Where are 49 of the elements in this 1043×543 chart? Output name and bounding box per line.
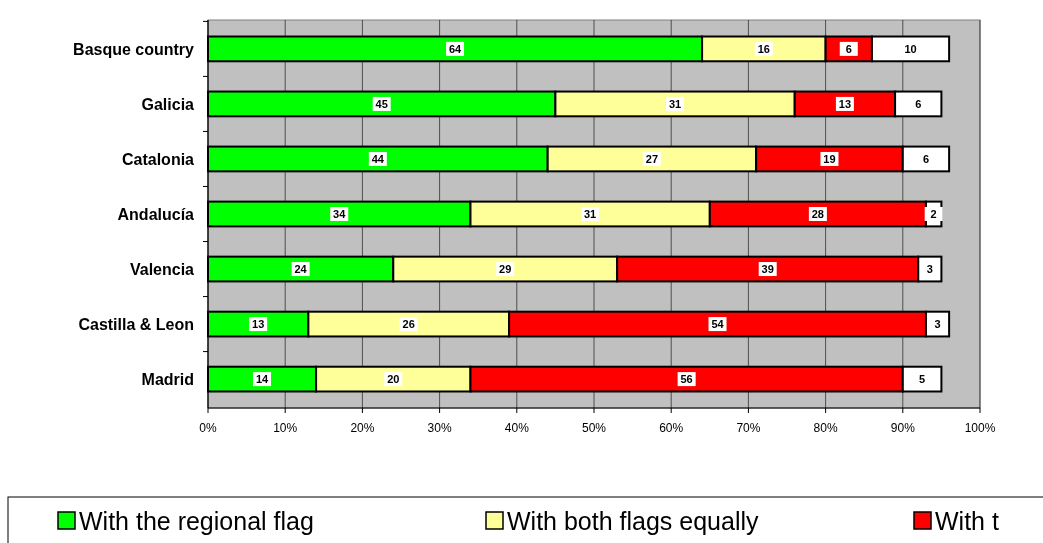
y-tick-label: Galicia [141,95,195,113]
x-tick-label: 20% [350,421,375,435]
data-label: 13 [252,318,265,331]
data-label: 27 [645,152,659,165]
data-label: 16 [757,42,770,55]
legend-label: With the regional flag [79,507,314,535]
data-label: 54 [711,318,725,331]
x-tick-label: 40% [504,421,530,435]
data-label: 6 [845,42,852,55]
data-label: 10 [904,42,917,55]
legend-label: With t [935,507,999,535]
data-label: 13 [838,97,852,110]
data-label: 6 [922,152,930,165]
x-tick-label: 80% [813,421,838,435]
data-label: 39 [761,263,774,276]
data-label: 2 [930,208,937,220]
data-label: 28 [811,208,825,220]
x-tick-label: 10% [273,421,298,435]
data-label: 26 [402,318,415,331]
y-tick-label: Valencia [129,261,195,279]
data-label: 45 [375,97,388,110]
x-tick-label: 0% [199,421,217,435]
x-tick-label: 100% [964,421,996,435]
data-label: 20 [387,373,400,386]
x-tick-label: 30% [427,421,452,435]
data-label: 31 [668,97,682,110]
y-tick-label: Andalucía [117,206,195,223]
legend-label: With both flags equally [507,507,760,535]
y-tick-label: Madrid [141,371,194,389]
data-label: 56 [680,373,693,386]
data-label: 3 [934,318,941,331]
x-tick-label: 70% [736,421,761,435]
data-label: 31 [584,208,597,220]
data-label: 29 [499,263,512,276]
data-label: 19 [823,152,836,165]
data-label: 6 [915,97,922,110]
y-tick-label: Basque country [73,40,195,58]
data-label: 34 [333,208,347,220]
data-label: 14 [255,373,270,386]
data-label: 3 [926,263,933,276]
x-tick-label: 50% [581,421,607,435]
data-label: 5 [919,373,926,386]
data-label: 24 [294,263,308,276]
data-label: 64 [448,42,463,55]
x-tick-label: 90% [890,421,916,435]
y-tick-label: Catalonia [121,150,195,168]
data-label: 44 [371,152,385,165]
y-tick-label: Castilla & Leon [78,316,194,334]
x-tick-label: 60% [659,421,684,435]
